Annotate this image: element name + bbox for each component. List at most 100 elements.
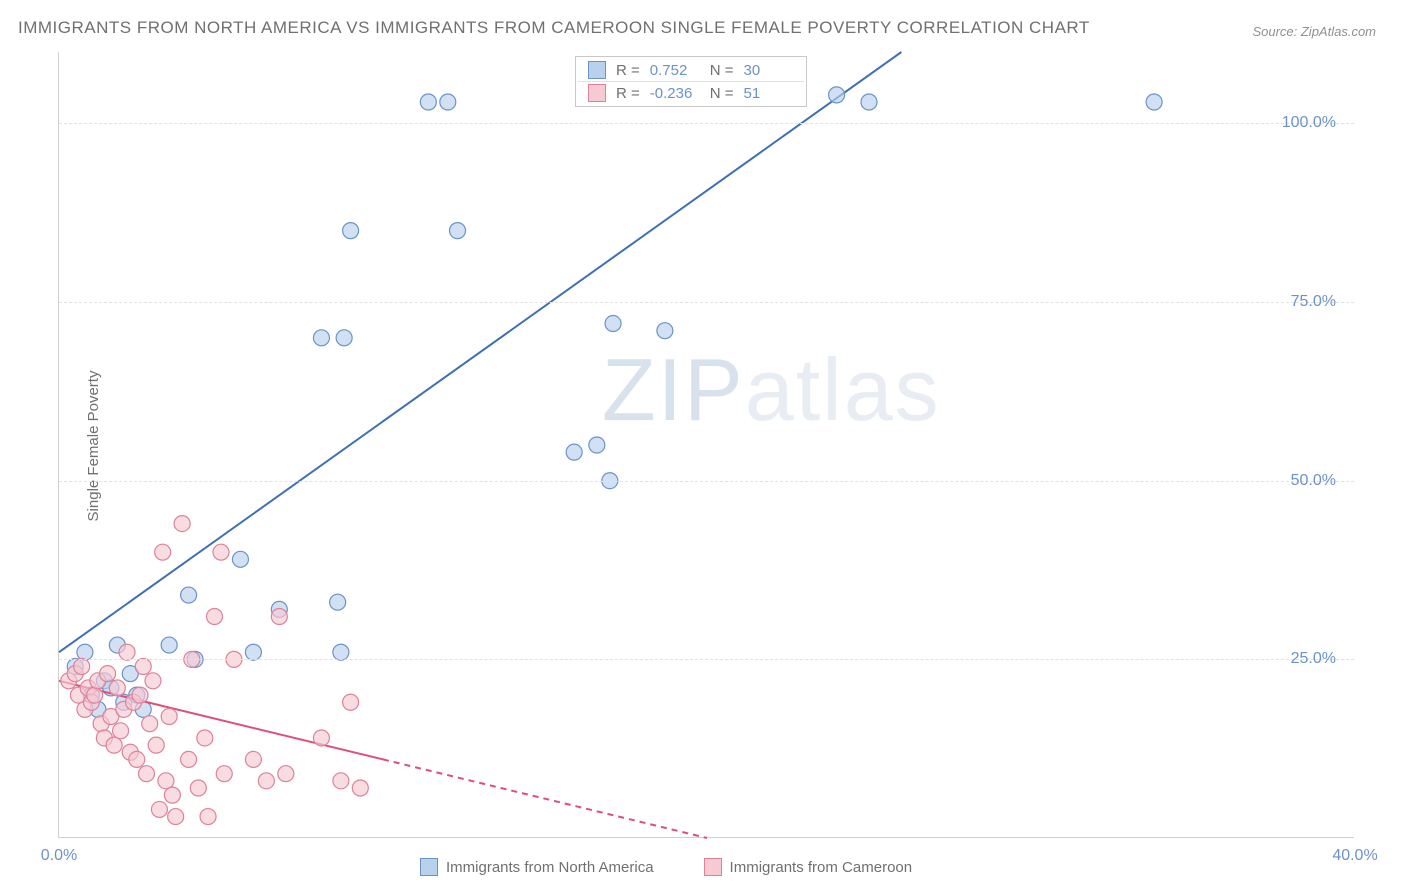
scatter-point xyxy=(271,608,287,624)
scatter-point xyxy=(122,666,138,682)
scatter-point xyxy=(126,694,142,710)
legend-label: Immigrants from Cameroon xyxy=(730,859,913,876)
scatter-point xyxy=(174,516,190,532)
x-tick-label: 0.0% xyxy=(41,847,77,865)
scatter-point xyxy=(138,766,154,782)
scatter-point xyxy=(135,701,151,717)
r-label: R = xyxy=(616,62,640,79)
scatter-point xyxy=(93,716,109,732)
chart-svg xyxy=(59,52,1354,837)
watermark-thin: atlas xyxy=(745,340,941,439)
scatter-point xyxy=(158,773,174,789)
grid-line-h xyxy=(59,481,1354,482)
scatter-point xyxy=(148,737,164,753)
scatter-point xyxy=(122,744,138,760)
correlation-box: R =0.752N =30R =-0.236N =51 xyxy=(575,56,807,107)
scatter-point xyxy=(132,687,148,703)
legend-swatch xyxy=(588,61,606,79)
scatter-point xyxy=(145,673,161,689)
legend-swatch xyxy=(704,858,722,876)
scatter-point xyxy=(330,594,346,610)
grid-line-h xyxy=(59,302,1354,303)
scatter-point xyxy=(245,751,261,767)
scatter-point xyxy=(566,444,582,460)
scatter-point xyxy=(109,680,125,696)
scatter-point xyxy=(100,666,116,682)
scatter-point xyxy=(258,773,274,789)
scatter-point xyxy=(135,659,151,675)
r-value: -0.236 xyxy=(650,85,700,102)
watermark: ZIPatlas xyxy=(602,339,941,441)
legend-swatch xyxy=(588,84,606,102)
scatter-point xyxy=(113,723,129,739)
correlation-row: R =-0.236N =51 xyxy=(578,82,804,104)
scatter-point xyxy=(129,687,145,703)
r-value: 0.752 xyxy=(650,62,700,79)
scatter-point xyxy=(83,694,99,710)
scatter-point xyxy=(87,687,103,703)
y-tick-label: 25.0% xyxy=(1291,650,1336,668)
scatter-point xyxy=(129,751,145,767)
scatter-point xyxy=(90,673,106,689)
scatter-point xyxy=(80,680,96,696)
scatter-point xyxy=(168,809,184,825)
scatter-point xyxy=(207,608,223,624)
scatter-point xyxy=(90,701,106,717)
scatter-point xyxy=(96,730,112,746)
scatter-point xyxy=(181,587,197,603)
scatter-point xyxy=(829,87,845,103)
scatter-point xyxy=(343,694,359,710)
scatter-point xyxy=(96,673,112,689)
scatter-point xyxy=(278,766,294,782)
scatter-point xyxy=(450,223,466,239)
scatter-point xyxy=(420,94,436,110)
scatter-point xyxy=(861,94,877,110)
scatter-point xyxy=(119,644,135,660)
n-label: N = xyxy=(710,85,734,102)
scatter-point xyxy=(161,637,177,653)
scatter-point xyxy=(200,809,216,825)
scatter-point xyxy=(67,666,83,682)
scatter-point xyxy=(142,716,158,732)
scatter-point xyxy=(164,787,180,803)
scatter-point xyxy=(83,687,99,703)
scatter-point xyxy=(1146,94,1162,110)
scatter-point xyxy=(109,637,125,653)
scatter-point xyxy=(313,730,329,746)
scatter-point xyxy=(67,659,83,675)
watermark-bold: ZIP xyxy=(602,340,745,439)
scatter-point xyxy=(333,773,349,789)
source-label: Source: ZipAtlas.com xyxy=(1252,24,1376,39)
scatter-point xyxy=(271,601,287,617)
scatter-point xyxy=(589,437,605,453)
scatter-point xyxy=(343,223,359,239)
scatter-point xyxy=(103,709,119,725)
n-label: N = xyxy=(710,62,734,79)
y-tick-label: 75.0% xyxy=(1291,293,1336,311)
scatter-point xyxy=(151,801,167,817)
scatter-point xyxy=(216,766,232,782)
scatter-point xyxy=(77,644,93,660)
scatter-point xyxy=(161,709,177,725)
scatter-point xyxy=(352,780,368,796)
scatter-point xyxy=(213,544,229,560)
scatter-point xyxy=(116,701,132,717)
bottom-legend: Immigrants from North America Immigrants … xyxy=(420,858,912,876)
scatter-point xyxy=(181,751,197,767)
n-value: 30 xyxy=(744,62,794,79)
legend-label: Immigrants from North America xyxy=(446,859,654,876)
scatter-point xyxy=(197,730,213,746)
legend-item: Immigrants from North America xyxy=(420,858,654,876)
y-tick-label: 100.0% xyxy=(1282,114,1336,132)
scatter-point xyxy=(333,644,349,660)
scatter-point xyxy=(116,694,132,710)
scatter-point xyxy=(61,673,77,689)
scatter-point xyxy=(336,330,352,346)
scatter-point xyxy=(77,701,93,717)
chart-area: ZIPatlas 25.0%50.0%75.0%100.0%0.0%40.0% xyxy=(58,52,1354,838)
scatter-point xyxy=(245,644,261,660)
scatter-point xyxy=(440,94,456,110)
grid-line-h xyxy=(59,123,1354,124)
y-tick-label: 50.0% xyxy=(1291,472,1336,490)
scatter-point xyxy=(103,680,119,696)
